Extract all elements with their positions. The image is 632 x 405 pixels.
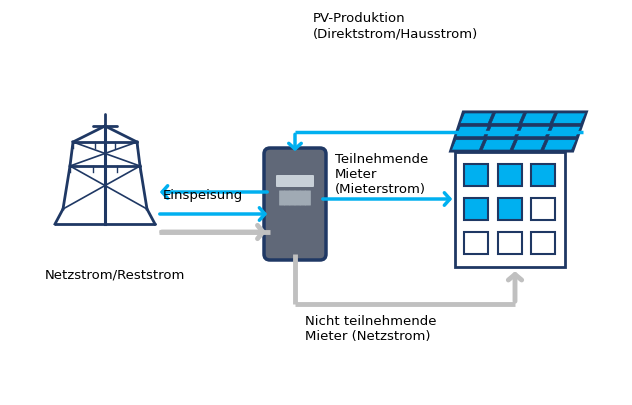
Polygon shape bbox=[456, 127, 488, 137]
Polygon shape bbox=[498, 164, 522, 186]
Polygon shape bbox=[553, 114, 585, 124]
FancyBboxPatch shape bbox=[300, 191, 306, 206]
Polygon shape bbox=[498, 198, 522, 220]
Polygon shape bbox=[544, 140, 576, 151]
Text: Netzstrom/Reststrom: Netzstrom/Reststrom bbox=[45, 267, 185, 280]
FancyBboxPatch shape bbox=[289, 191, 295, 206]
FancyBboxPatch shape bbox=[264, 149, 326, 260]
Text: Nicht teilnehmende
Mieter (Netzstrom): Nicht teilnehmende Mieter (Netzstrom) bbox=[305, 314, 437, 342]
FancyBboxPatch shape bbox=[276, 175, 314, 188]
Polygon shape bbox=[549, 127, 581, 137]
Polygon shape bbox=[498, 233, 522, 255]
Text: PV-Produktion
(Direktstrom/Hausstrom): PV-Produktion (Direktstrom/Hausstrom) bbox=[313, 12, 478, 40]
Polygon shape bbox=[532, 164, 556, 186]
FancyBboxPatch shape bbox=[305, 191, 311, 206]
Polygon shape bbox=[465, 164, 489, 186]
Polygon shape bbox=[491, 114, 523, 124]
Text: Einspeisung: Einspeisung bbox=[163, 189, 243, 202]
Polygon shape bbox=[465, 233, 489, 255]
Polygon shape bbox=[487, 127, 519, 137]
Polygon shape bbox=[532, 233, 556, 255]
Polygon shape bbox=[513, 140, 545, 151]
Polygon shape bbox=[455, 152, 565, 267]
Polygon shape bbox=[451, 140, 483, 151]
Polygon shape bbox=[465, 198, 489, 220]
Polygon shape bbox=[460, 114, 492, 124]
Polygon shape bbox=[518, 127, 550, 137]
FancyBboxPatch shape bbox=[279, 191, 285, 206]
Polygon shape bbox=[532, 198, 556, 220]
Polygon shape bbox=[482, 140, 514, 151]
Polygon shape bbox=[450, 112, 587, 152]
Text: Teilnehmende
Mieter
(Mieterstrom): Teilnehmende Mieter (Mieterstrom) bbox=[335, 153, 428, 196]
FancyBboxPatch shape bbox=[295, 191, 301, 206]
FancyBboxPatch shape bbox=[284, 191, 290, 206]
Polygon shape bbox=[522, 114, 554, 124]
